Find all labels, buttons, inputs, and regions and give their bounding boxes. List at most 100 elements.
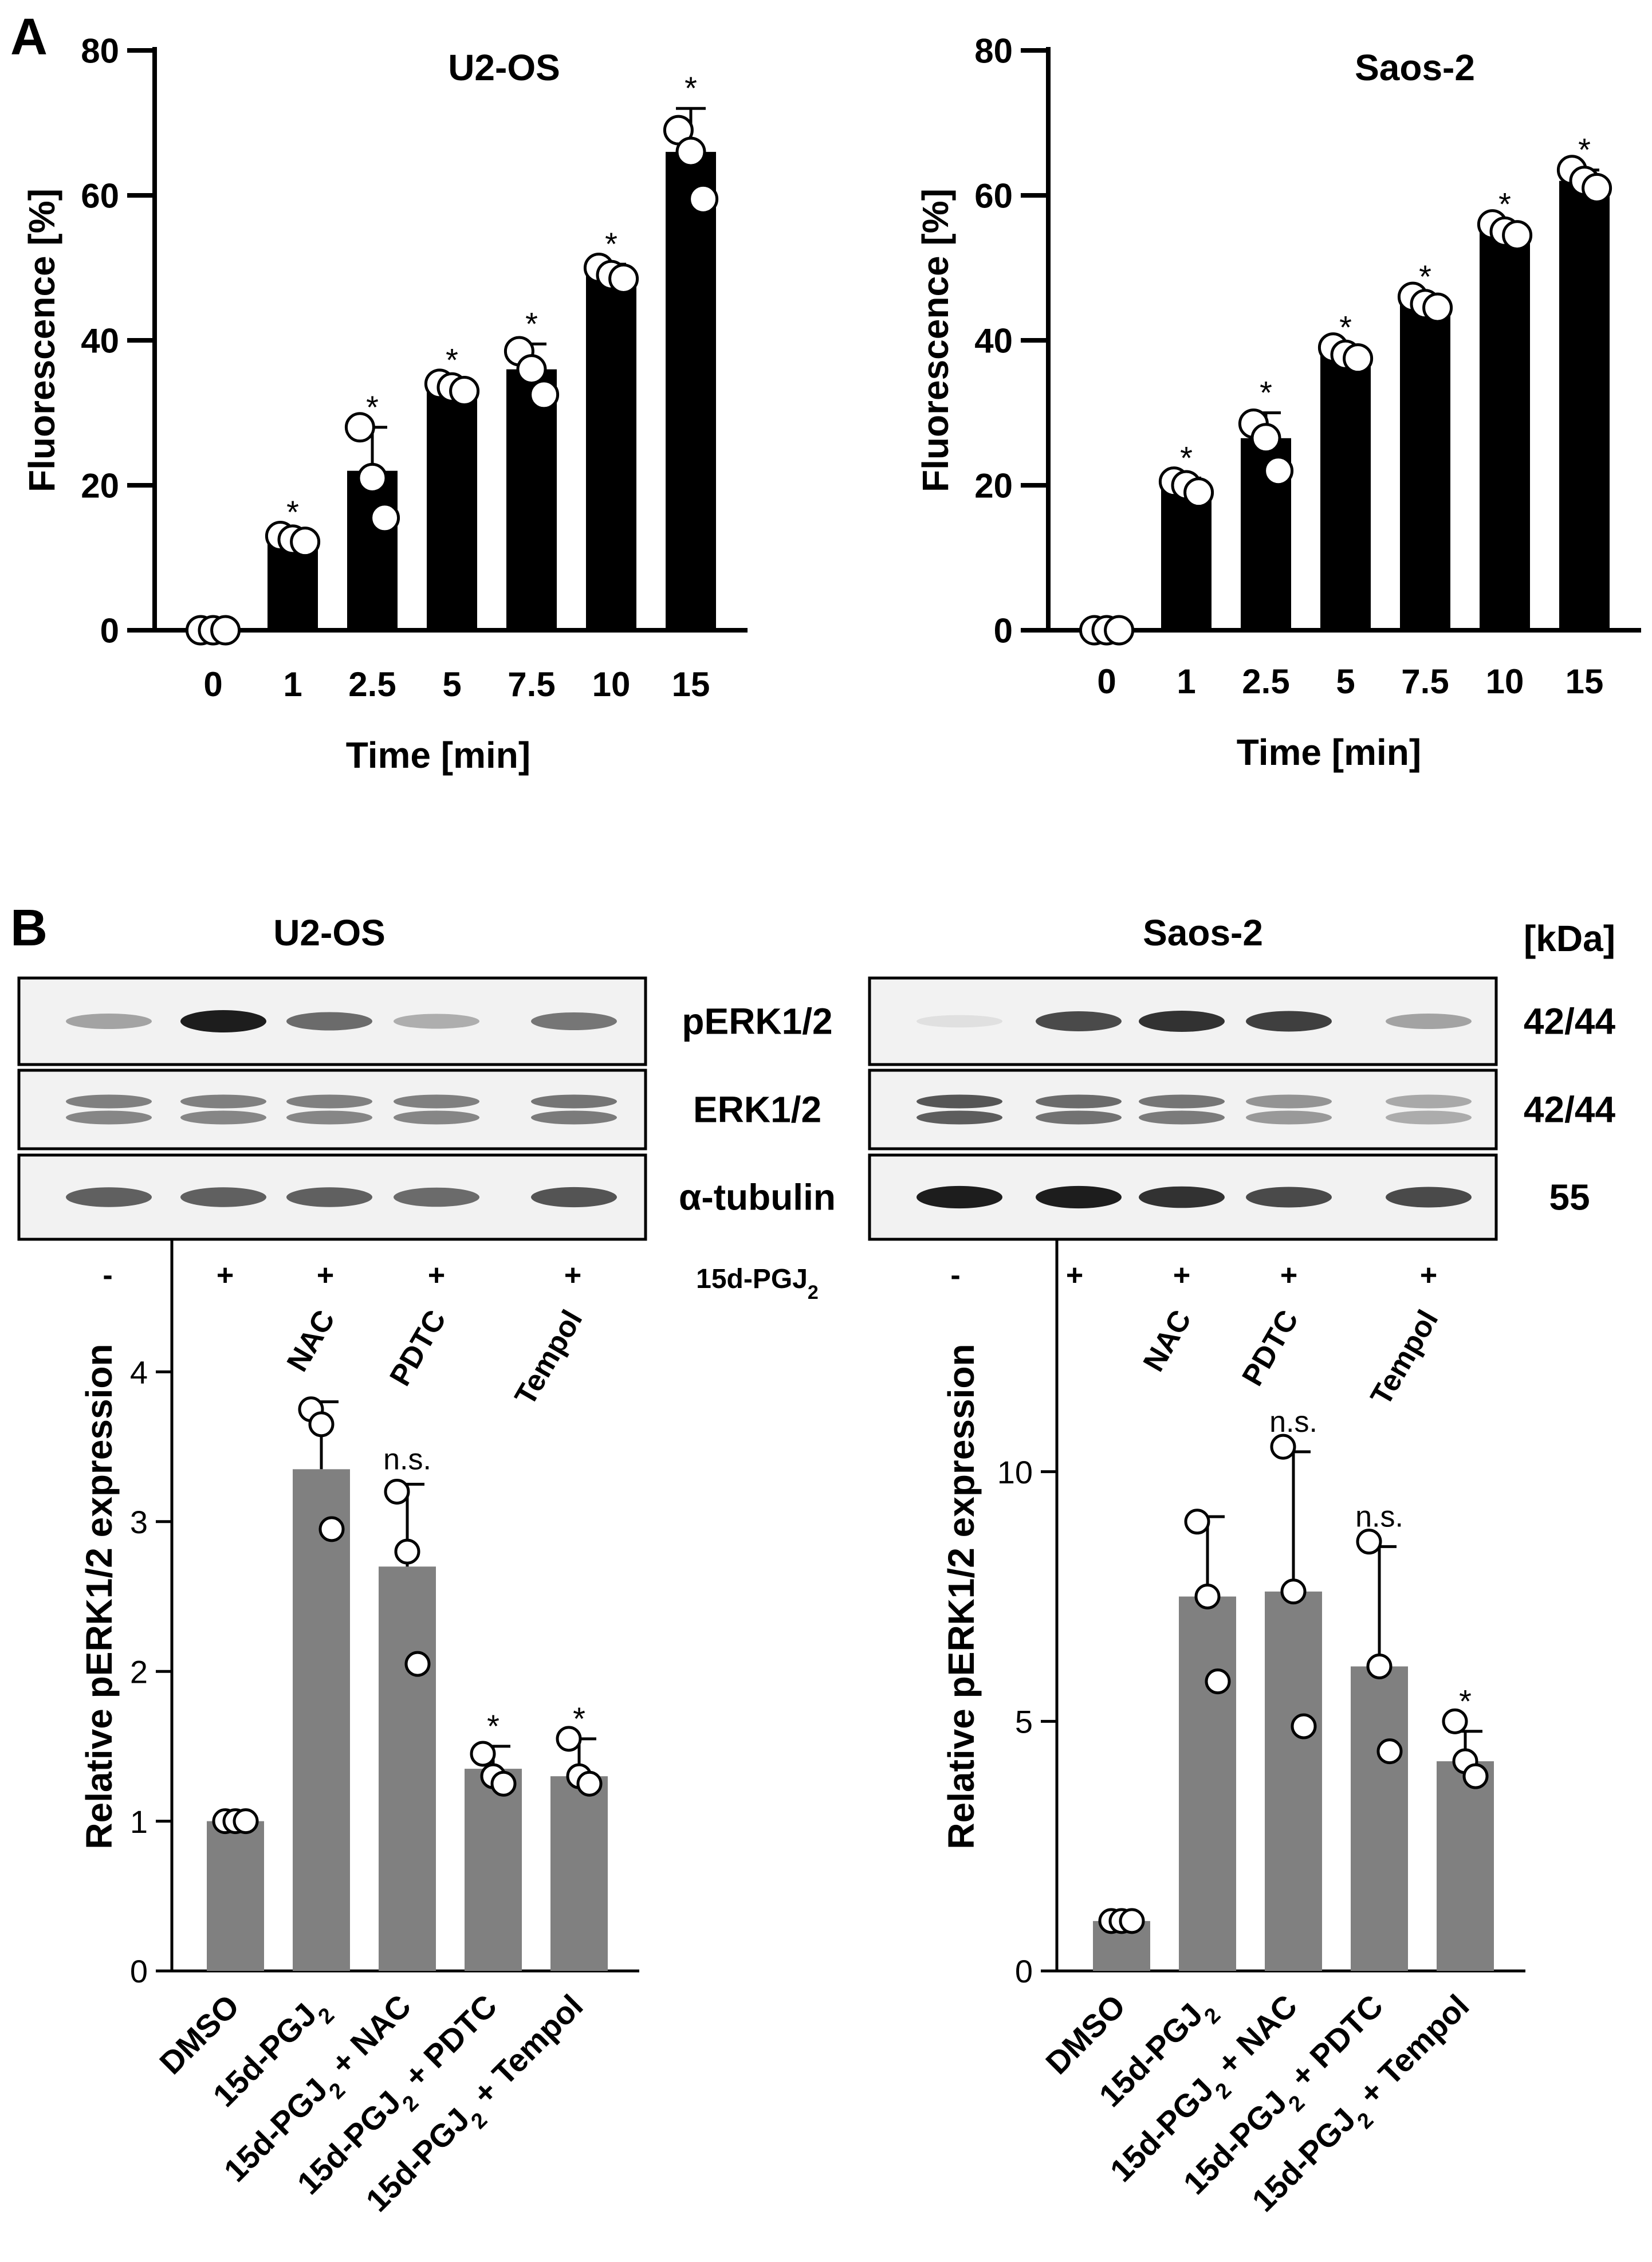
blot-row-label: α-tubulin [679, 1177, 836, 1218]
treatment-sign: - [950, 1259, 960, 1292]
kda-header: [kDa] [1524, 918, 1615, 959]
blot-band [917, 1015, 1002, 1028]
data-point [1366, 1653, 1393, 1679]
panel-letter-b: B [10, 900, 48, 957]
significance-label: * [487, 1708, 499, 1744]
y-tick-label: 0 [1015, 1953, 1033, 1989]
bar [506, 369, 557, 630]
blot-band [1139, 1011, 1225, 1032]
blot-band [286, 1094, 372, 1109]
blot-band [286, 1012, 372, 1031]
blot-band [531, 1094, 617, 1109]
x-tick-label: 2.5 [348, 665, 396, 704]
blot-band [180, 1010, 266, 1032]
blot-membrane [868, 1069, 1498, 1150]
data-point [1291, 1713, 1317, 1739]
x-tick-label: 5 [1336, 662, 1355, 701]
x-tick-label: 0 [1097, 662, 1116, 701]
data-point [688, 183, 719, 214]
bar [1179, 1596, 1236, 1971]
data-point [1502, 220, 1533, 251]
x-tick-label: 1 [1177, 662, 1195, 701]
blot-band [917, 1094, 1002, 1109]
blot-band [66, 1094, 152, 1109]
blot-band [1386, 1187, 1472, 1208]
significance-label: * [446, 342, 458, 378]
data-point [1442, 1708, 1468, 1734]
bar [207, 1821, 264, 1971]
y-tick-label: 20 [974, 467, 1013, 505]
x-tick-label: 0 [203, 665, 222, 704]
blot-band [531, 1110, 617, 1125]
data-point [357, 462, 388, 493]
data-point [1263, 455, 1294, 486]
y-tick-label: 3 [130, 1504, 148, 1540]
data-point [449, 376, 480, 407]
blot-kda-label: 42/44 [1524, 1089, 1616, 1130]
x-tick-label: 7.5 [1401, 662, 1449, 701]
data-point [1582, 172, 1612, 203]
blot-band [917, 1110, 1002, 1125]
bar [1351, 1666, 1408, 1971]
significance-label: * [605, 226, 617, 262]
data-point [1183, 477, 1214, 508]
data-point [1205, 1668, 1231, 1695]
bar [293, 1469, 350, 1971]
blot-band [1139, 1110, 1225, 1125]
data-point [1356, 1529, 1382, 1555]
data-point [608, 263, 639, 294]
significance-label: n.s. [1269, 1405, 1317, 1439]
bar [1265, 1591, 1322, 1971]
western-blot: U2-OS Saos-2 [kDa] pERK1/2 42/44 ERK1/2 42/… [17, 912, 1616, 1411]
data-point [1184, 1509, 1210, 1535]
x-tick-label: 7.5 [508, 665, 555, 704]
y-tick-label: 60 [81, 177, 119, 215]
blot-band [1139, 1186, 1225, 1208]
data-point [210, 615, 241, 646]
data-point [1462, 1763, 1489, 1789]
significance-label: * [286, 494, 299, 530]
x-tick-label: 5 [442, 665, 461, 704]
data-point [1250, 423, 1281, 454]
significance-label: * [525, 305, 538, 341]
x-tick-label: 10 [1486, 662, 1524, 701]
bar [427, 387, 477, 630]
data-point [675, 136, 706, 167]
treatment-sign: + [428, 1259, 445, 1292]
bar [1559, 180, 1610, 630]
y-tick-label: 10 [997, 1454, 1033, 1490]
y-tick-label: 5 [1015, 1703, 1033, 1739]
blot-kda-label: 42/44 [1524, 1001, 1616, 1042]
y-tick-label: 0 [130, 1953, 148, 1989]
bar [666, 152, 716, 631]
data-point [394, 1538, 420, 1565]
treatment-sign: + [1280, 1259, 1297, 1292]
significance-label: * [1459, 1683, 1472, 1719]
blot-band [1246, 1094, 1332, 1109]
blot-band [394, 1094, 479, 1109]
treatment-sign: + [1066, 1259, 1083, 1292]
blot-row-label: ERK1/2 [693, 1089, 821, 1130]
y-tick-label: 80 [81, 32, 119, 70]
blot-band [1036, 1110, 1122, 1125]
data-point [1119, 1908, 1145, 1934]
significance-label: * [685, 70, 697, 106]
significance-label: * [1260, 375, 1272, 411]
significance-label: * [1419, 258, 1431, 294]
blot-band [1246, 1187, 1332, 1208]
blot-band [66, 1110, 152, 1125]
blot-band [394, 1187, 479, 1207]
blot-band [1036, 1011, 1122, 1031]
blot-band [394, 1014, 479, 1029]
data-point [1270, 1434, 1296, 1460]
significance-label: * [573, 1701, 585, 1737]
blot-band [1036, 1094, 1122, 1109]
data-point [1104, 615, 1135, 646]
bar [586, 271, 636, 630]
chart-u2os-fluorescence: 0 20 40 60 80 Fluorescence [%] U2-OS Time [min]… [21, 32, 748, 776]
x-axis-label: Time [min] [346, 735, 530, 776]
data-point [490, 1770, 517, 1797]
y-tick-label: 0 [994, 612, 1013, 650]
bar [550, 1776, 608, 1971]
